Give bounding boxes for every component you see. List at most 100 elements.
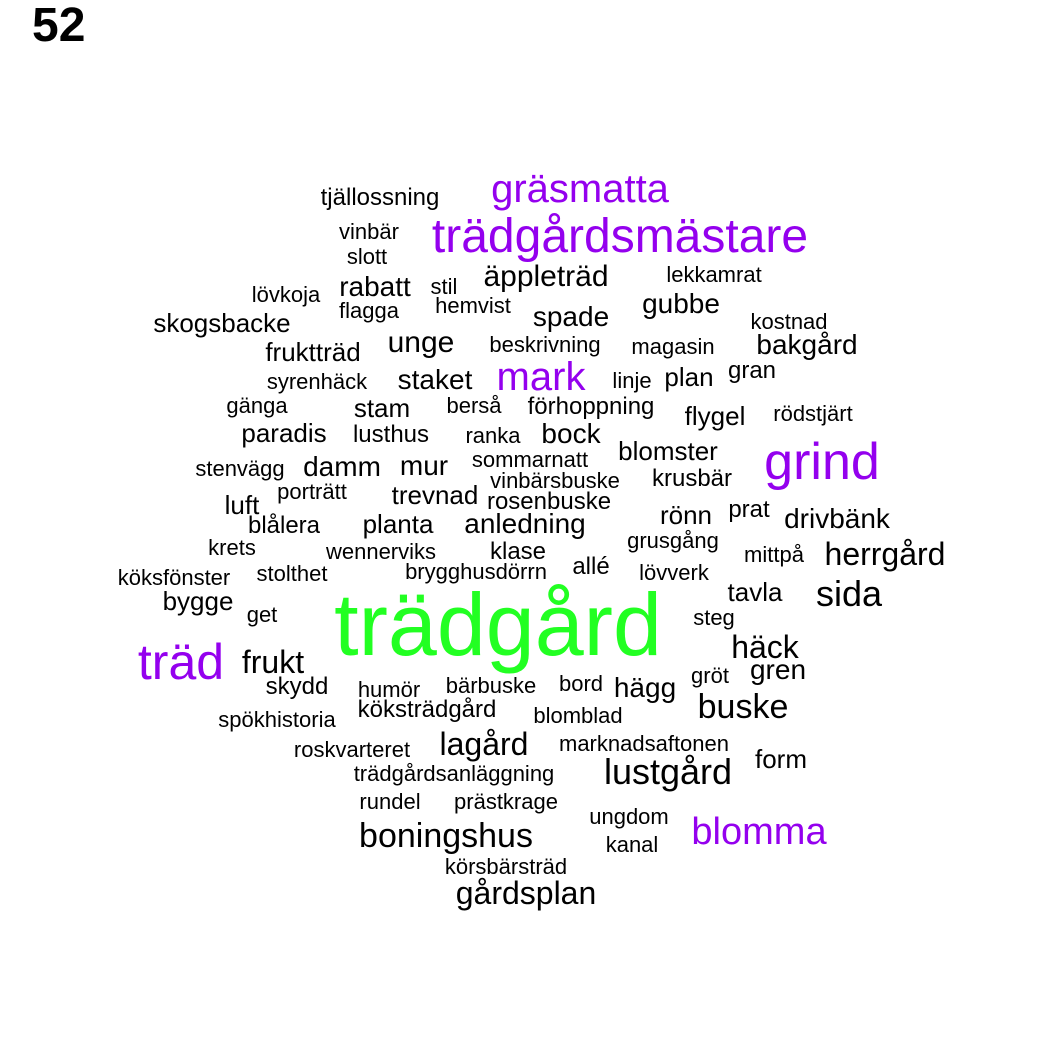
cloud-word: tjällossning (320, 184, 440, 211)
cloud-word: tavla (727, 577, 783, 607)
cloud-word: buske (697, 688, 789, 726)
cloud-word: lövverk (639, 560, 709, 585)
cloud-word: lustgård (603, 751, 733, 792)
page-number: 52 (32, 0, 86, 52)
cloud-word: paradis (241, 418, 327, 448)
cloud-word: frukt (241, 644, 305, 680)
cloud-word: herrgård (824, 536, 946, 572)
cloud-word: vinbär (339, 219, 399, 244)
cloud-word: gårdsplan (455, 875, 597, 911)
cloud-word: gröt (691, 663, 729, 688)
cloud-word: stam (353, 393, 411, 423)
cloud-word: anledning (464, 508, 586, 539)
cloud-word: flagga (339, 298, 399, 323)
cloud-word: blomblad (533, 703, 623, 728)
cloud-word: syrenhäck (266, 369, 368, 394)
cloud-word: form (755, 744, 807, 774)
cloud-word: prat (728, 496, 770, 523)
cloud-word: krusbär (651, 465, 733, 492)
cloud-word: bock (541, 418, 601, 449)
cloud-word: krets (208, 535, 256, 560)
cloud-word: gran (727, 357, 777, 384)
cloud-word: kostnad (750, 309, 828, 334)
cloud-word: stolthet (256, 561, 328, 586)
cloud-word: grusgång (627, 528, 719, 553)
cloud-word: trädgård (334, 575, 662, 674)
cloud-word: spade (532, 301, 610, 332)
cloud-word: slott (346, 244, 388, 269)
cloud-word: lekkamrat (666, 262, 762, 287)
cloud-word: körsbärsträd (444, 854, 568, 879)
cloud-word: blomster (618, 436, 718, 466)
cloud-word: träd (137, 634, 225, 690)
cloud-word: get (246, 602, 278, 627)
cloud-word: gänga (226, 393, 288, 418)
cloud-word: plan (664, 362, 714, 392)
cloud-word: mur (399, 450, 449, 481)
cloud-word: spökhistoria (218, 707, 336, 732)
cloud-word: marknadsaftonen (559, 731, 729, 756)
cloud-word: hemvist (435, 293, 511, 318)
cloud-word: lagård (439, 726, 529, 762)
cloud-word: bakgård (756, 329, 858, 360)
cloud-word: bärbuske (445, 673, 537, 698)
cloud-word: mark (496, 355, 586, 399)
cloud-word: ranka (465, 423, 521, 448)
cloud-word: klase (489, 538, 547, 565)
cloud-word: sommarnatt (471, 447, 589, 472)
cloud-word: fruktträd (265, 337, 361, 367)
cloud-word: unge (387, 326, 455, 359)
cloud-word: staket (397, 364, 473, 395)
cloud-word: köksfönster (117, 565, 231, 590)
cloud-word: bygge (162, 586, 234, 616)
cloud-word: trevnad (391, 480, 479, 510)
cloud-word: gubbe (642, 288, 720, 319)
cloud-word: flygel (684, 401, 746, 431)
cloud-word: stenvägg (195, 456, 285, 481)
cloud-word: häck (731, 629, 799, 665)
cloud-word: drivbänk (784, 503, 890, 534)
cloud-word: brygghusdörrn (405, 559, 547, 584)
cloud-word: rosenbuske (486, 488, 612, 515)
cloud-word: mittpå (744, 542, 804, 567)
cloud-word: wennerviks (325, 539, 437, 564)
cloud-word: rabatt (339, 271, 411, 302)
cloud-word: skydd (265, 673, 329, 700)
cloud-word: boningshus (359, 817, 533, 855)
cloud-word: planta (362, 509, 434, 539)
cloud-word: damm (303, 451, 381, 482)
cloud-word: linje (612, 368, 652, 393)
cloud-word: roskvarteret (293, 737, 411, 762)
cloud-word: lusthus (352, 421, 430, 448)
cloud-word: beskrivning (489, 332, 601, 357)
cloud-word: gräsmatta (491, 167, 669, 211)
cloud-word: förhoppning (527, 393, 655, 420)
cloud-word: sida (815, 573, 883, 614)
cloud-word: grind (764, 433, 880, 491)
cloud-word: ungdom (589, 804, 669, 829)
cloud-word: trädgårdsanläggning (353, 761, 555, 786)
cloud-word: hägg (613, 672, 677, 703)
cloud-word: köksträdgård (357, 696, 497, 723)
cloud-word: lövkoja (251, 282, 321, 307)
cloud-word: skogsbacke (153, 308, 291, 338)
cloud-word: porträtt (277, 479, 347, 504)
cloud-word: kanal (605, 832, 659, 857)
cloud-word: rödstjärt (773, 401, 853, 426)
cloud-word: humör (357, 677, 421, 702)
cloud-word: äppleträd (483, 260, 609, 293)
cloud-word: blomma (691, 811, 827, 853)
cloud-word: bord (558, 671, 604, 696)
cloud-word: vinbärsbuske (490, 468, 620, 493)
cloud-word: magasin (631, 334, 715, 359)
cloud-word: blålera (247, 512, 321, 539)
cloud-word: gren (749, 654, 807, 685)
cloud-word: berså (446, 393, 502, 418)
cloud-word: luft (224, 490, 260, 520)
cloud-word: prästkrage (454, 789, 558, 814)
cloud-word: steg (693, 605, 735, 630)
cloud-word: trädgårdsmästare (431, 210, 809, 263)
cloud-word: stil (430, 274, 458, 299)
cloud-word: allé (572, 553, 610, 580)
